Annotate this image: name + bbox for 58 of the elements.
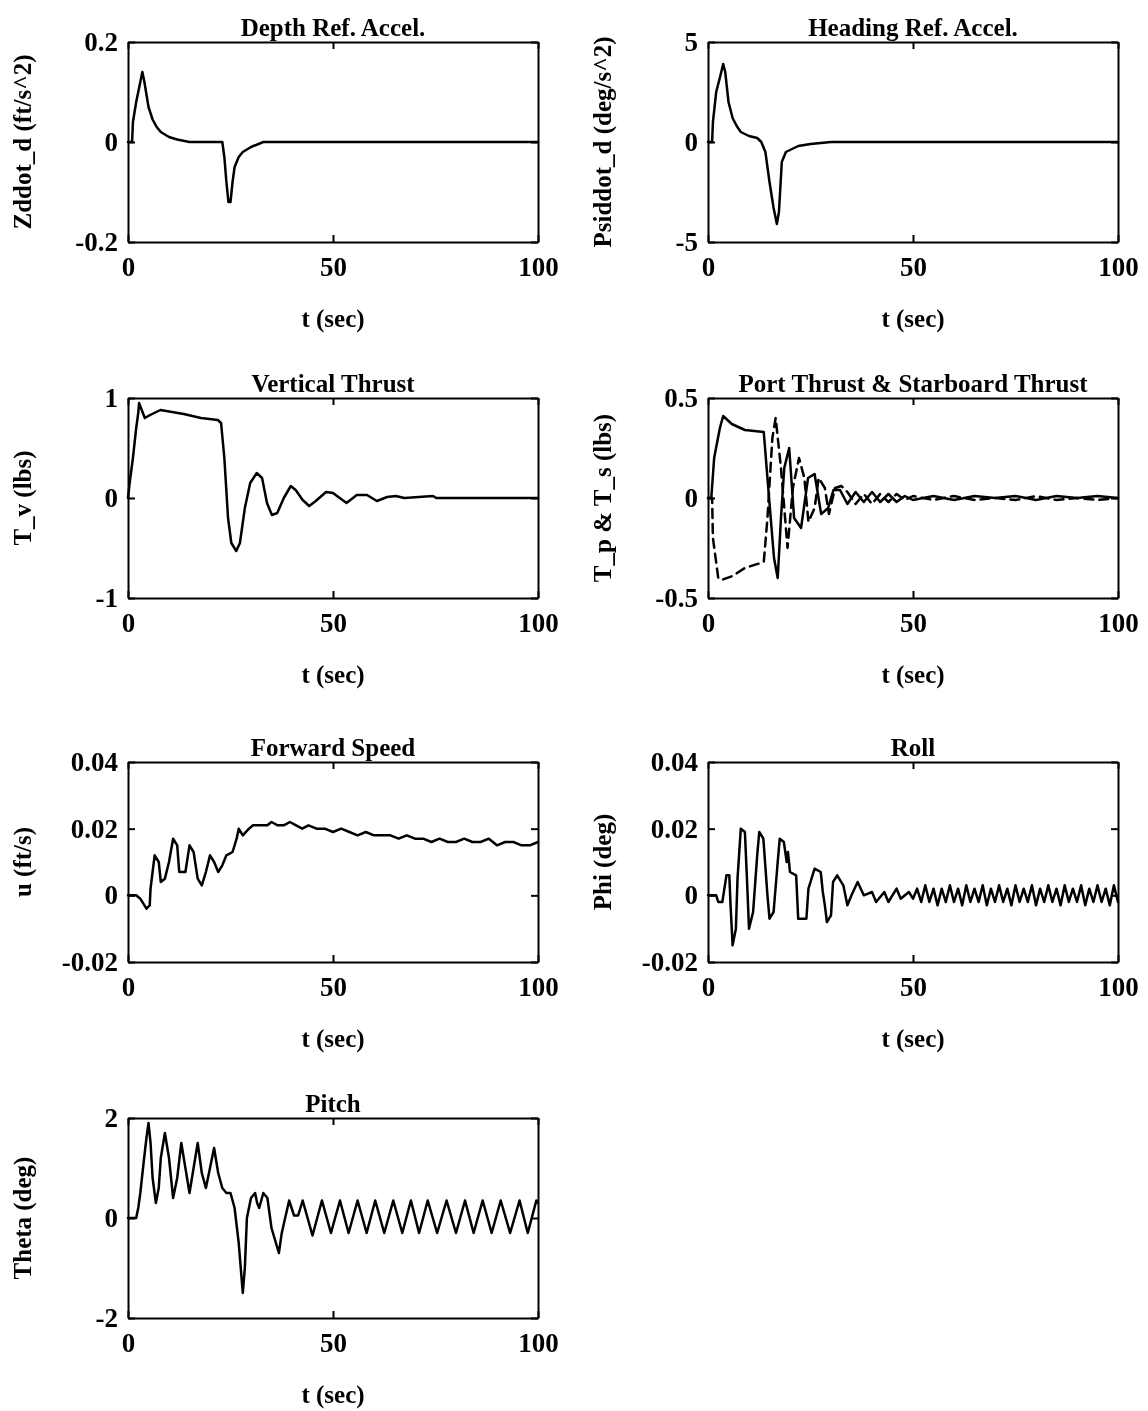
chart-title: Pitch <box>305 1090 361 1117</box>
x-tick-label: 50 <box>900 608 927 639</box>
y-axis-title: Zddot_d (ft/s^2) <box>9 54 37 230</box>
y-tick-label: -5 <box>675 227 698 258</box>
y-axis-title: T_v (lbs) <box>9 450 37 546</box>
y-axis-title: Psiddot_d (deg/s^2) <box>589 36 617 248</box>
y-tick-label: 0 <box>684 880 698 911</box>
x-tick-label: 100 <box>518 608 559 639</box>
x-tick-label: 100 <box>1098 252 1139 283</box>
x-tick-label: 100 <box>518 1328 559 1359</box>
chart-title: Vertical Thrust <box>251 370 416 397</box>
chart-title: Forward Speed <box>250 734 416 761</box>
y-tick-label: 0 <box>104 127 118 158</box>
x-axis-title: t (sec) <box>881 1025 945 1053</box>
x-axis-title: t (sec) <box>881 661 945 689</box>
x-tick-label: 50 <box>900 252 927 283</box>
x-tick-label: 50 <box>900 972 927 1003</box>
y-tick-label: 1 <box>104 383 118 414</box>
chart-title: Depth Ref. Accel. <box>240 14 426 41</box>
y-axis-title: T_p & T_s (lbs) <box>589 413 617 583</box>
chart-title: Port Thrust & Starboard Thrust <box>738 370 1089 397</box>
y-axis-title: Theta (deg) <box>9 1156 37 1280</box>
y-tick-label: -0.02 <box>61 947 118 978</box>
x-tick-label: 100 <box>1098 608 1139 639</box>
y-tick-label: 2 <box>104 1103 118 1134</box>
y-axis-title: u (ft/s) <box>9 826 37 898</box>
x-axis-title: t (sec) <box>301 1025 365 1053</box>
x-tick-label: 100 <box>1098 972 1139 1003</box>
y-tick-label: 5 <box>684 27 698 58</box>
x-tick-label: 50 <box>320 1328 347 1359</box>
y-tick-label: 0 <box>684 483 698 514</box>
y-tick-label: 0 <box>104 880 118 911</box>
y-tick-label: 0.04 <box>70 747 118 778</box>
y-tick-label: -1 <box>95 583 118 614</box>
chart-title: Roll <box>890 734 936 761</box>
chart-title: Heading Ref. Accel. <box>808 14 1018 41</box>
x-tick-label: 100 <box>518 252 559 283</box>
y-tick-label: -2 <box>95 1303 118 1334</box>
y-tick-label: -0.2 <box>75 227 118 258</box>
y-tick-label: 0 <box>104 1203 118 1234</box>
y-axis-title: Phi (deg) <box>589 813 617 911</box>
x-tick-label: 50 <box>320 608 347 639</box>
y-tick-label: 0.02 <box>650 813 698 844</box>
x-tick-label: 100 <box>518 972 559 1003</box>
y-tick-label: -0.5 <box>655 583 698 614</box>
x-axis-title: t (sec) <box>301 661 365 689</box>
y-tick-label: 0 <box>104 483 118 514</box>
x-tick-label: 50 <box>320 972 347 1003</box>
x-axis-title: t (sec) <box>301 1381 365 1409</box>
y-tick-label: 0 <box>684 127 698 158</box>
x-axis-title: t (sec) <box>301 305 365 333</box>
y-tick-label: 0.02 <box>70 813 118 844</box>
x-axis-title: t (sec) <box>881 305 945 333</box>
y-tick-label: 0.04 <box>650 747 698 778</box>
y-tick-label: 0.2 <box>84 27 118 58</box>
y-tick-label: -0.02 <box>641 947 698 978</box>
y-tick-label: 0.5 <box>664 383 698 414</box>
x-tick-label: 50 <box>320 252 347 283</box>
